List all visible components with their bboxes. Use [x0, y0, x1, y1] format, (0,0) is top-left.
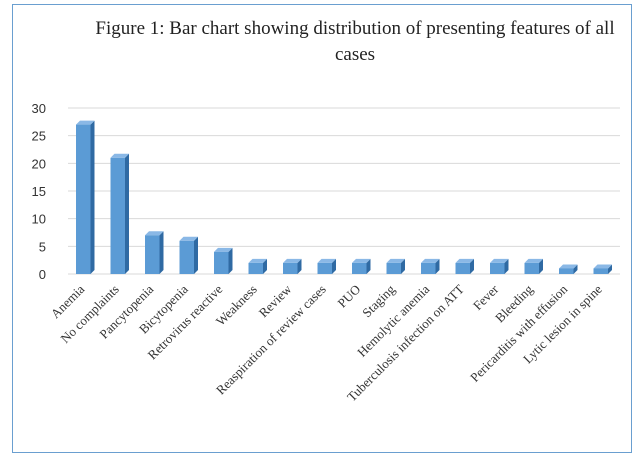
bar-top: [214, 247, 233, 252]
bar: [386, 258, 405, 274]
bar: [559, 264, 578, 274]
bar-front: [593, 268, 608, 274]
bar: [352, 258, 371, 274]
bar-side: [607, 264, 612, 274]
bar-top: [524, 258, 543, 263]
bar: [593, 264, 612, 274]
bar-side: [90, 120, 95, 274]
bars: [76, 120, 612, 274]
bar: [421, 258, 440, 274]
y-tick-label: 30: [32, 101, 46, 116]
bar-side: [469, 258, 474, 274]
bar: [179, 236, 198, 274]
y-axis-ticks: 0 5 10 15 20 25 30: [32, 101, 46, 282]
bar-side: [228, 247, 233, 274]
bar-top: [559, 264, 578, 269]
y-tick-label: 25: [32, 129, 46, 144]
bar-front: [145, 235, 160, 274]
bar-top: [386, 258, 405, 263]
bar-top: [317, 258, 336, 263]
bar-side: [262, 258, 267, 274]
bar: [76, 120, 95, 274]
bar-side: [400, 258, 405, 274]
bar-front: [559, 268, 574, 274]
bar-front: [76, 124, 91, 274]
bar-side: [297, 258, 302, 274]
bar-front: [179, 240, 194, 274]
x-tick-label: PUO: [334, 282, 363, 311]
bar-front: [386, 262, 401, 274]
bar: [490, 258, 509, 274]
bar-top: [421, 258, 440, 263]
y-tick-label: 5: [39, 239, 46, 254]
bar-front: [352, 262, 367, 274]
bar-side: [159, 231, 164, 274]
bar-side: [124, 153, 129, 274]
bar-side: [193, 236, 198, 274]
bar-top: [352, 258, 371, 263]
bar-top: [179, 236, 198, 241]
y-tick-label: 15: [32, 184, 46, 199]
bar-front: [214, 251, 229, 274]
bar-front: [248, 262, 263, 274]
bar-front: [455, 262, 470, 274]
bar-top: [490, 258, 509, 263]
bar: [110, 153, 129, 274]
bar-side: [435, 258, 440, 274]
y-tick-label: 10: [32, 212, 46, 227]
bar-side: [538, 258, 543, 274]
bar-top: [248, 258, 267, 263]
bar-front: [524, 262, 539, 274]
bar-front: [110, 157, 125, 274]
bar-side: [573, 264, 578, 274]
bar: [317, 258, 336, 274]
bar-side: [504, 258, 509, 274]
bar: [214, 247, 233, 274]
bar: [145, 231, 164, 274]
bar-front: [283, 262, 298, 274]
x-tick-label: Fever: [470, 281, 502, 313]
bar-side: [366, 258, 371, 274]
bar-front: [490, 262, 505, 274]
bar: [455, 258, 474, 274]
bar-top: [455, 258, 474, 263]
chart-title: Figure 1: Bar chart showing distribution…: [95, 18, 615, 65]
bar: [283, 258, 302, 274]
bar-front: [421, 262, 436, 274]
bar-side: [331, 258, 336, 274]
y-tick-label: 20: [32, 156, 46, 171]
bar: [524, 258, 543, 274]
bar-front: [317, 262, 332, 274]
bar-top: [145, 231, 164, 236]
bar-top: [593, 264, 612, 269]
bar-top: [283, 258, 302, 263]
bar-top: [110, 153, 129, 158]
bar: [248, 258, 267, 274]
bar-top: [76, 120, 95, 125]
y-tick-label: 0: [39, 267, 46, 282]
